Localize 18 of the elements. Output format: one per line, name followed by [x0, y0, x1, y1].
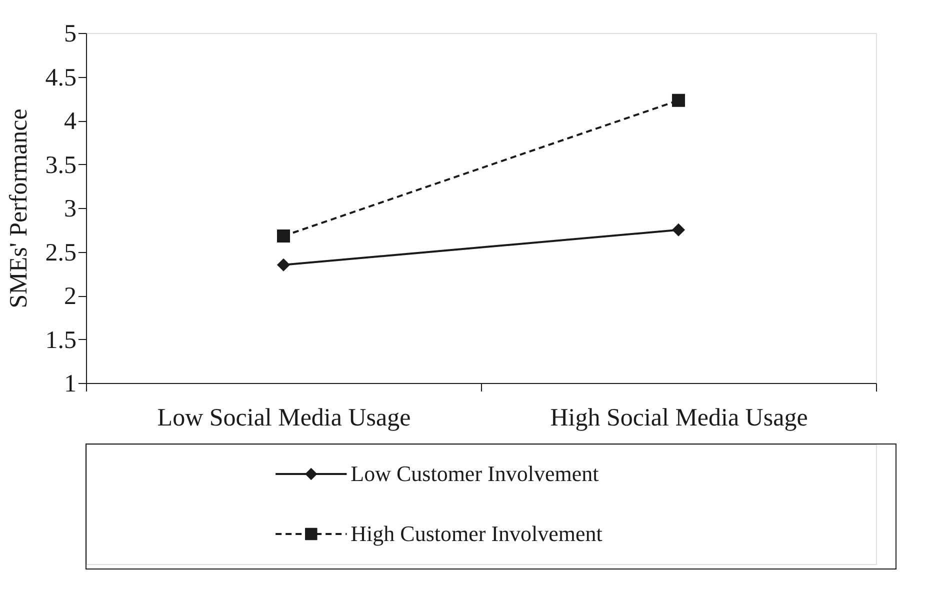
y-tick-label: 1 [64, 370, 76, 398]
legend-label: Low Customer Involvement [350, 461, 599, 486]
point [276, 258, 290, 272]
point [672, 223, 686, 236]
point [672, 94, 686, 107]
y-tick-label: 2 [64, 283, 76, 310]
y-tick-label: 3.5 [45, 152, 76, 179]
y-tick-label: 5 [64, 20, 76, 48]
y-tick-label: 1.5 [45, 326, 76, 354]
y-tick-label: 4.5 [45, 64, 76, 92]
point [276, 229, 290, 243]
x-tick-label: High Social Media Usage [550, 404, 808, 432]
y-tick-label: 3 [64, 196, 76, 222]
y-tick-label: 2.5 [45, 239, 76, 266]
y-axis-title: SMEs' Performance [5, 108, 32, 308]
y-tick-label: 4 [64, 108, 77, 135]
x-tick-label: Low Social Media Usage [157, 404, 411, 432]
legend-label: High Customer Involvement [350, 521, 602, 546]
